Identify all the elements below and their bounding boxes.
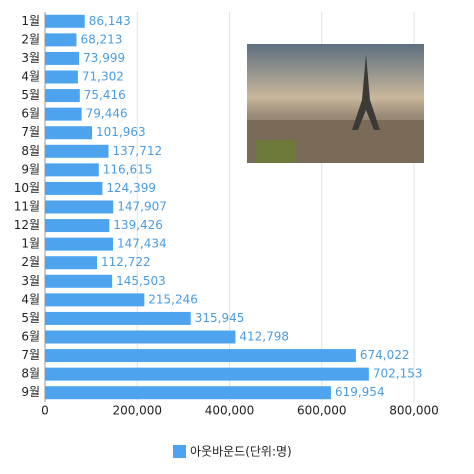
bar: [45, 330, 236, 344]
value-label: 75,416: [84, 88, 126, 102]
y-tick-label: 3월: [21, 51, 40, 65]
y-tick-label: 2월: [21, 255, 40, 269]
y-tick-label: 9월: [21, 385, 40, 399]
bar: [45, 107, 82, 121]
y-tick-label: 4월: [21, 70, 40, 84]
bar: [45, 274, 113, 288]
x-tick-label: 200,000: [112, 404, 162, 418]
bar: [45, 51, 80, 65]
value-label: 112,722: [101, 255, 151, 269]
y-tick-label: 10월: [14, 181, 40, 195]
y-tick-label: 8월: [21, 367, 40, 381]
value-label: 137,712: [113, 144, 163, 158]
y-tick-label: 1월: [21, 237, 40, 251]
y-tick-label: 12월: [14, 218, 40, 232]
value-label: 101,963: [96, 125, 146, 139]
value-label: 147,907: [117, 200, 167, 214]
bar: [45, 70, 78, 84]
value-label: 116,615: [103, 162, 153, 176]
value-label: 79,446: [86, 107, 128, 121]
y-tick-label: 7월: [21, 348, 40, 362]
value-label: 315,945: [195, 311, 245, 325]
value-label: 139,426: [113, 218, 163, 232]
bar: [45, 181, 103, 195]
bar: [45, 256, 97, 270]
y-tick-label: 8월: [21, 144, 40, 158]
value-label: 412,798: [239, 330, 289, 344]
value-label: 145,503: [116, 274, 166, 288]
bar: [45, 144, 109, 158]
y-tick-label: 5월: [21, 311, 40, 325]
bar: [45, 237, 114, 251]
bar: [45, 219, 110, 233]
y-tick-label: 4월: [21, 292, 40, 306]
bar: [45, 200, 114, 214]
value-label: 619,954: [335, 385, 385, 399]
x-tick-label: 800,000: [389, 404, 439, 418]
y-tick-label: 7월: [21, 125, 40, 139]
value-label: 147,434: [117, 237, 167, 251]
bar: [45, 163, 99, 177]
y-tick-label: 6월: [21, 330, 40, 344]
value-label: 71,302: [82, 70, 124, 84]
y-tick-label: 11월: [14, 200, 40, 214]
bar: [45, 33, 77, 47]
x-tick-label: 400,000: [205, 404, 255, 418]
value-label: 124,399: [106, 181, 156, 195]
y-tick-label: 3월: [21, 274, 40, 288]
bar: [45, 293, 145, 307]
value-label: 215,246: [148, 292, 198, 306]
bar: [45, 311, 191, 325]
value-label: 702,153: [373, 367, 423, 381]
value-label: 86,143: [89, 14, 131, 28]
photo: [247, 44, 424, 163]
y-tick-label: 9월: [21, 162, 40, 176]
bar: [45, 349, 356, 363]
bar: [45, 126, 93, 140]
x-tick-label: 0: [41, 404, 49, 418]
legend-swatch: [173, 445, 186, 458]
bar: [45, 386, 331, 400]
y-tick-label: 1월: [21, 14, 40, 28]
bar: [45, 14, 85, 28]
value-label: 674,022: [360, 348, 410, 362]
y-tick-label: 5월: [21, 88, 40, 102]
legend-label: 아웃바운드(단위:명): [190, 445, 292, 459]
y-tick-label: 6월: [21, 107, 40, 121]
y-tick-label: 2월: [21, 32, 40, 46]
bar: [45, 89, 80, 103]
value-label: 73,999: [83, 51, 125, 65]
bar: [45, 367, 369, 381]
value-label: 68,213: [80, 32, 122, 46]
x-tick-label: 600,000: [297, 404, 347, 418]
